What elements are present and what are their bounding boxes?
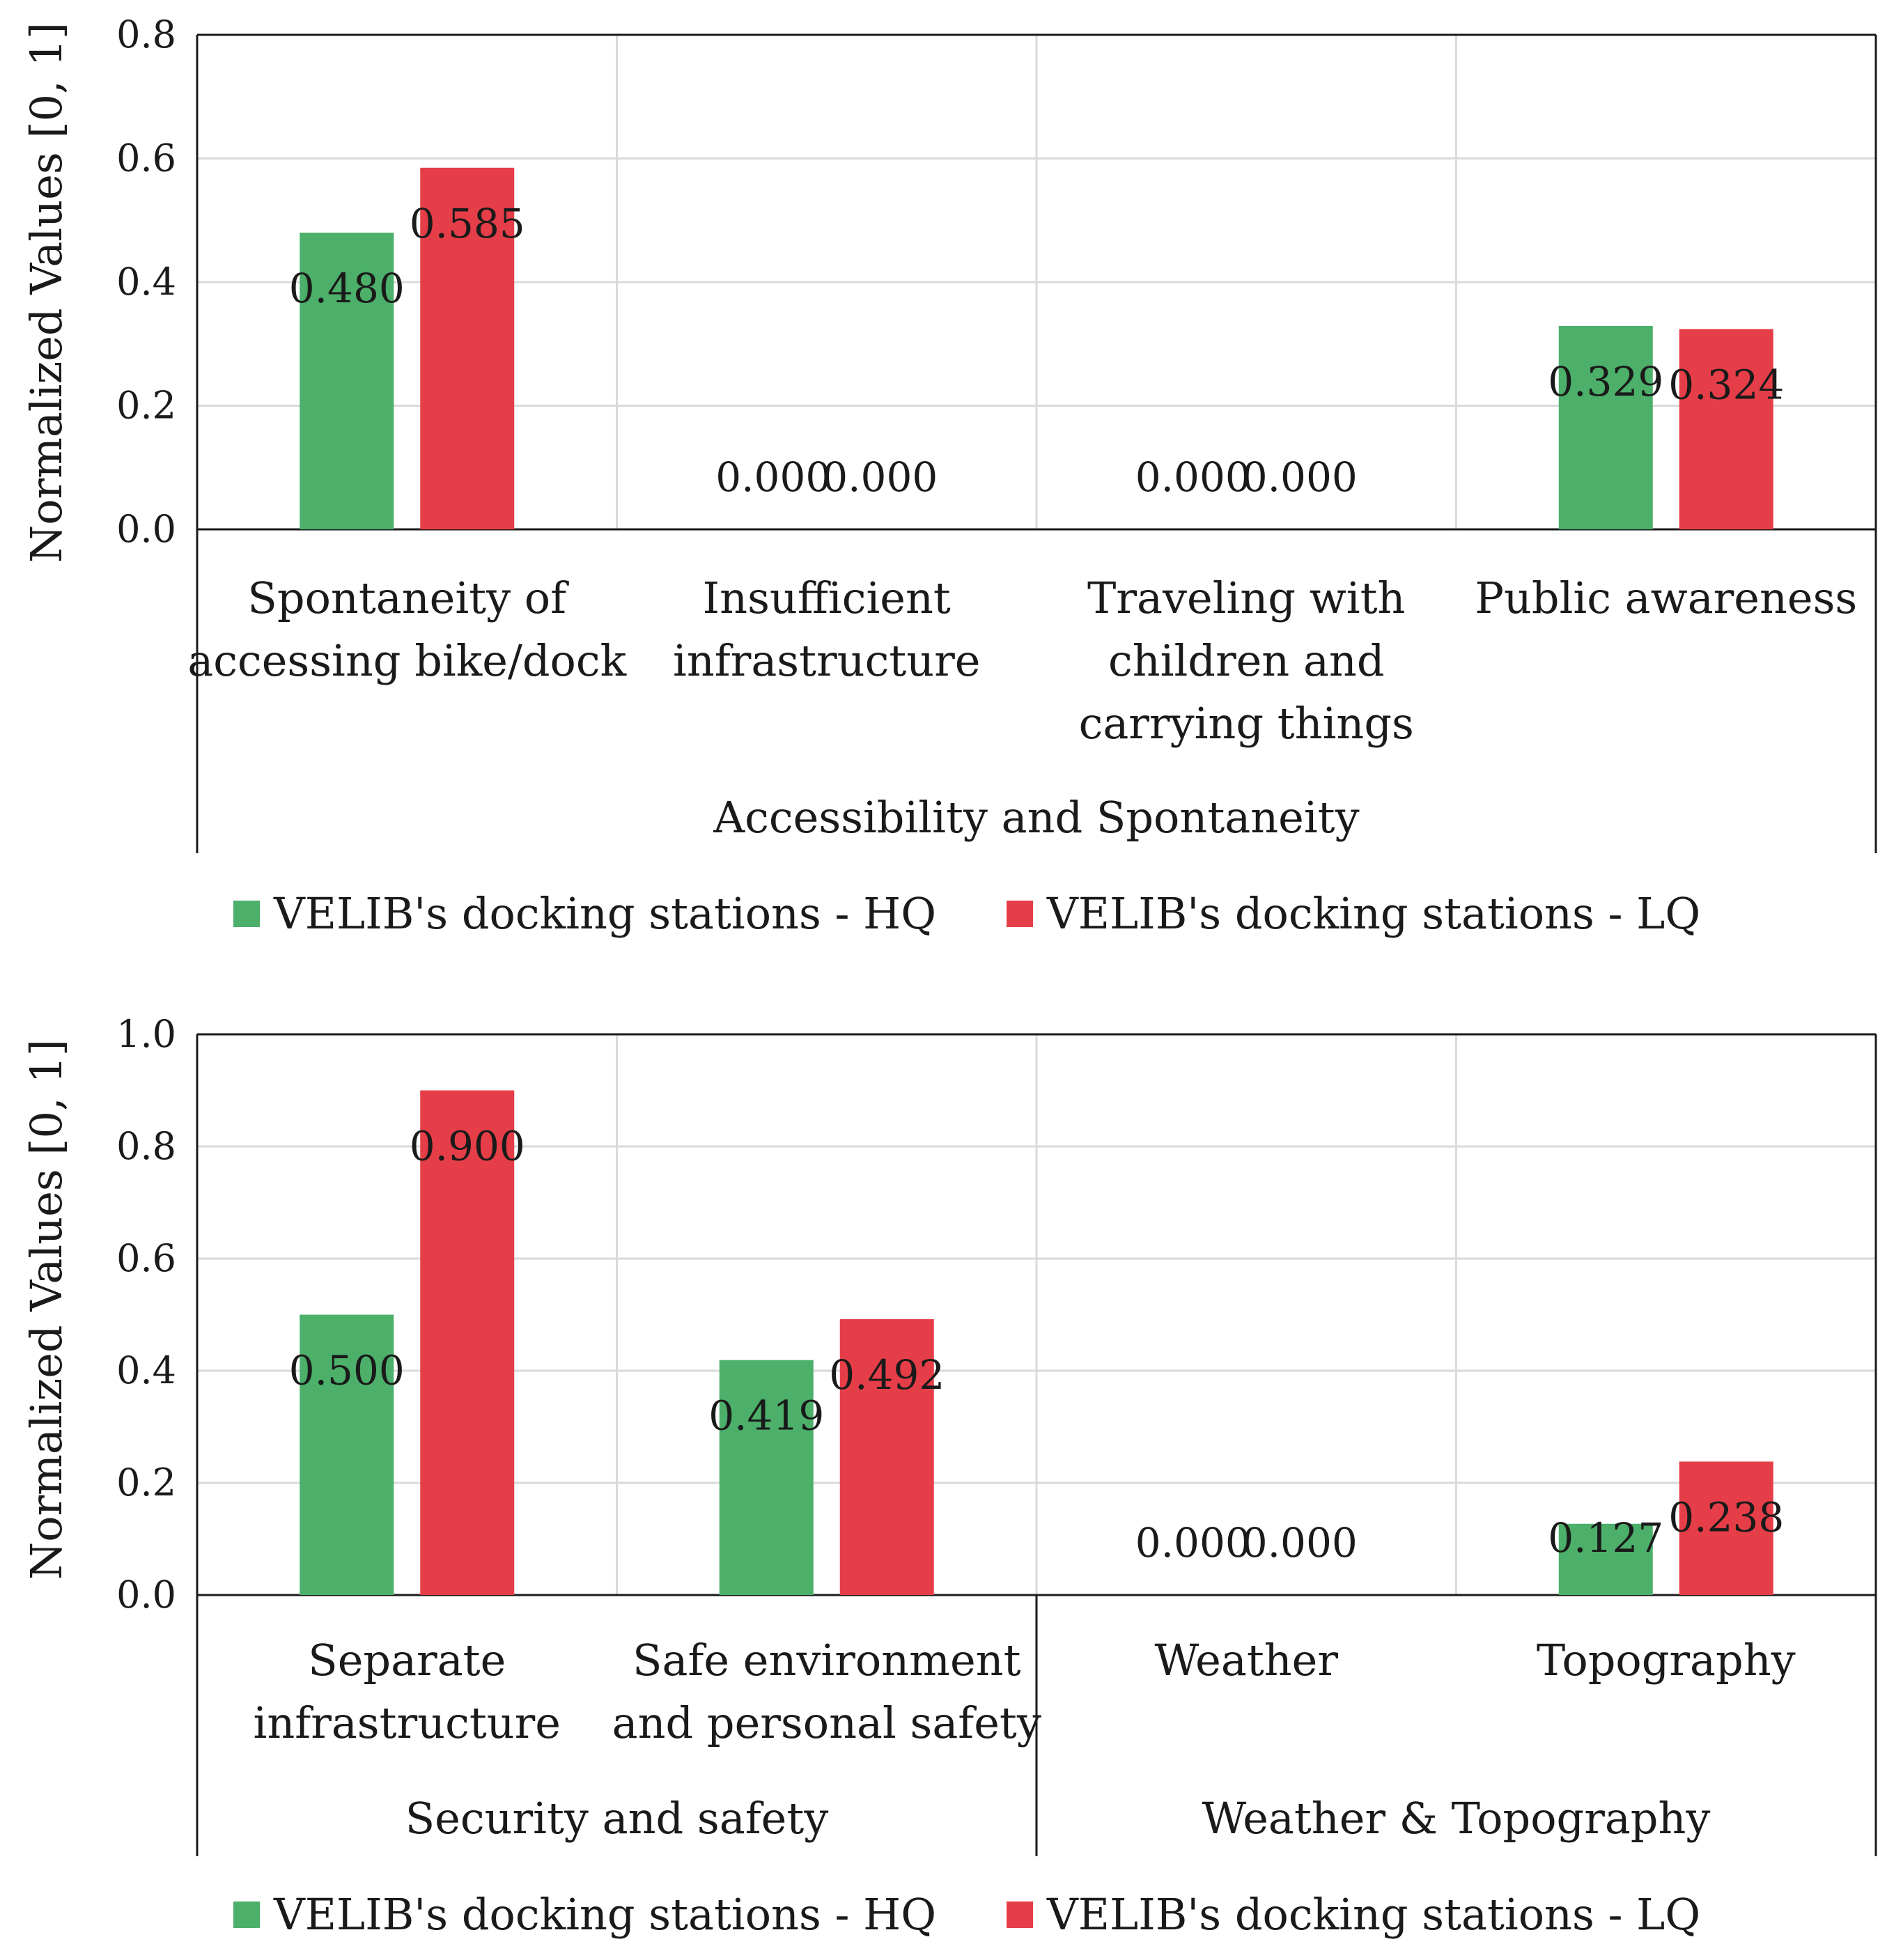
y-tick-label: 1.0 <box>116 1012 176 1056</box>
y-tick-label: 0.4 <box>116 260 176 304</box>
data-label: 0.329 <box>1548 358 1663 405</box>
y-tick-label: 0.8 <box>116 1124 176 1168</box>
data-label: 0.127 <box>1548 1514 1663 1562</box>
category-label: Insufficient <box>703 573 951 623</box>
y-tick-label: 0.2 <box>116 1461 176 1504</box>
legend-swatch-lq <box>1007 901 1033 927</box>
y-tick-label: 0.4 <box>116 1348 176 1392</box>
legend-swatch-hq <box>233 901 260 927</box>
y-tick-label: 0.6 <box>116 1236 176 1280</box>
category-label: and personal safety <box>612 1697 1041 1748</box>
category-label: accessing bike/dock <box>187 635 626 686</box>
category-label: infrastructure <box>673 635 981 686</box>
category-label: Spontaneity of <box>247 573 569 623</box>
y-tick-label: 0.6 <box>116 137 176 180</box>
category-label: Public awareness <box>1475 573 1857 623</box>
category-label: Safe environment <box>632 1635 1021 1686</box>
chart-1: 0.0 0.2 0.4 0.6 0.8 Accessibility and Spontan… <box>21 13 1877 939</box>
group-label: Accessibility and Spontaneity <box>713 792 1359 843</box>
legend-label-lq: VELIB's docking stations - LQ <box>1046 888 1700 939</box>
data-label: 0.324 <box>1668 361 1784 408</box>
category-label: infrastructure <box>253 1697 561 1748</box>
y-axis-title: Normalized Values [0, 1] <box>21 1039 72 1580</box>
bar-lq <box>839 1319 934 1595</box>
y-tick-label: 0.8 <box>116 13 176 56</box>
category-label: children and <box>1108 635 1385 686</box>
group-label: Weather & Topography <box>1202 1793 1711 1844</box>
data-label: 0.000 <box>1135 1519 1251 1566</box>
legend-label-hq: VELIB's docking stations - HQ <box>273 888 936 939</box>
data-label: 0.000 <box>822 453 938 501</box>
bar-hq <box>1558 326 1653 529</box>
y-tick-label: 0.0 <box>116 507 176 551</box>
legend-label-lq: VELIB's docking stations - LQ <box>1046 1889 1700 1940</box>
data-label: 0.000 <box>1135 453 1251 501</box>
bar-hq <box>300 233 394 529</box>
category-label: Traveling with <box>1087 573 1405 623</box>
data-label: 0.500 <box>289 1347 405 1394</box>
group-label: Security and safety <box>405 1793 829 1844</box>
bar-hq <box>719 1360 814 1595</box>
category-label: Weather <box>1155 1635 1339 1686</box>
bar-hq <box>300 1314 394 1595</box>
data-label: 0.900 <box>410 1123 525 1170</box>
data-label: 0.480 <box>289 265 405 312</box>
chart-2: 0.0 0.2 0.4 0.6 0.8 1.0 Security and safety Wea… <box>21 1012 1877 1940</box>
bar-lq <box>420 167 515 529</box>
bar-lq <box>420 1090 515 1595</box>
category-label: carrying things <box>1079 698 1414 749</box>
bar-hq <box>1558 1523 1653 1595</box>
bar-lq <box>1679 329 1773 529</box>
y-tick-label: 0.2 <box>116 384 176 428</box>
data-label: 0.000 <box>1242 1519 1358 1566</box>
legend-swatch-hq <box>233 1901 260 1928</box>
data-label: 0.492 <box>829 1351 945 1399</box>
category-label: Topography <box>1537 1635 1796 1686</box>
legend-swatch-lq <box>1007 1901 1033 1928</box>
y-tick-label: 0.0 <box>116 1573 176 1617</box>
category-label: Separate <box>308 1635 506 1686</box>
y-axis-title: Normalized Values [0, 1] <box>21 22 72 563</box>
data-label: 0.238 <box>1668 1493 1784 1541</box>
legend-label-hq: VELIB's docking stations - HQ <box>273 1889 936 1940</box>
data-label: 0.000 <box>1242 453 1358 501</box>
bar-lq <box>1679 1461 1773 1595</box>
data-label: 0.585 <box>410 200 525 247</box>
data-label: 0.419 <box>708 1392 824 1440</box>
data-label: 0.000 <box>715 453 831 501</box>
